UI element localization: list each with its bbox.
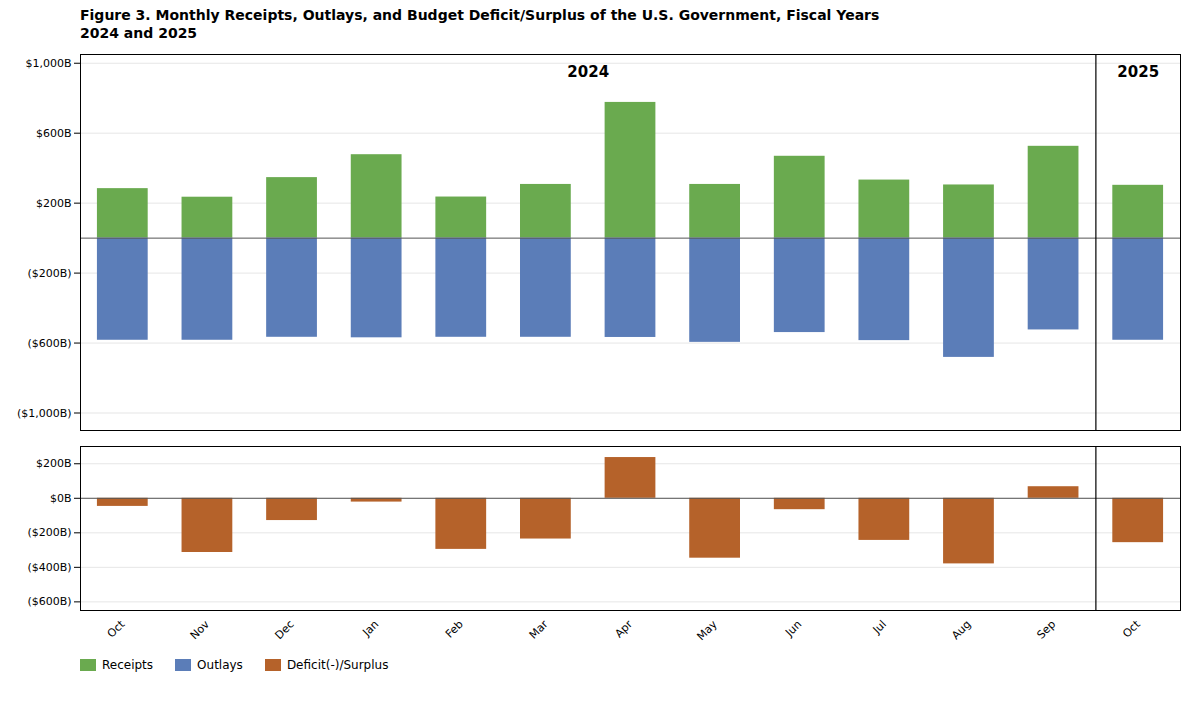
svg-text:Oct: Oct [105,618,128,641]
svg-text:$200B: $200B [36,458,72,471]
html-text:Deficit(-)/Surplus: Deficit(-)/Surplus [286,658,389,673]
svg-text:Aug: Aug [949,618,973,642]
svg-text:Feb: Feb [443,618,466,641]
svg-text:Oct: Oct [1120,618,1143,641]
svg-text:$600B: $600B [36,127,72,140]
svg-text:Jun: Jun [782,618,804,640]
svg-text:Jan: Jan [359,618,381,640]
html-text:Outlays: Outlays [197,658,243,673]
html-text:Figure 3. Monthly Receipts, Ou: Figure 3. Monthly Receipts, Outlays, and… [80,7,880,42]
svg-text:$0B: $0B [50,492,72,505]
svg-text:Dec: Dec [272,618,296,642]
svg-text:($600B): ($600B) [27,596,71,609]
svg-text:May: May [694,618,720,644]
svg-text:Apr: Apr [612,618,635,641]
svg-text:($200B): ($200B) [27,267,71,280]
svg-text:$1,000B: $1,000B [25,57,71,70]
svg-text:($600B): ($600B) [27,337,71,350]
svg-text:($200B): ($200B) [27,527,71,540]
svg-text:Nov: Nov [188,618,213,643]
svg-text:2024: 2024 [567,64,609,82]
svg-text:($400B): ($400B) [27,561,71,574]
svg-text:($1,000B): ($1,000B) [17,407,72,420]
svg-text:2025: 2025 [1117,64,1159,82]
svg-text:Jul: Jul [870,618,889,637]
svg-text:Sep: Sep [1034,618,1058,642]
svg-text:$200B: $200B [36,197,72,210]
html-text:Receipts: Receipts [102,658,154,673]
svg-text:Mar: Mar [527,618,551,642]
